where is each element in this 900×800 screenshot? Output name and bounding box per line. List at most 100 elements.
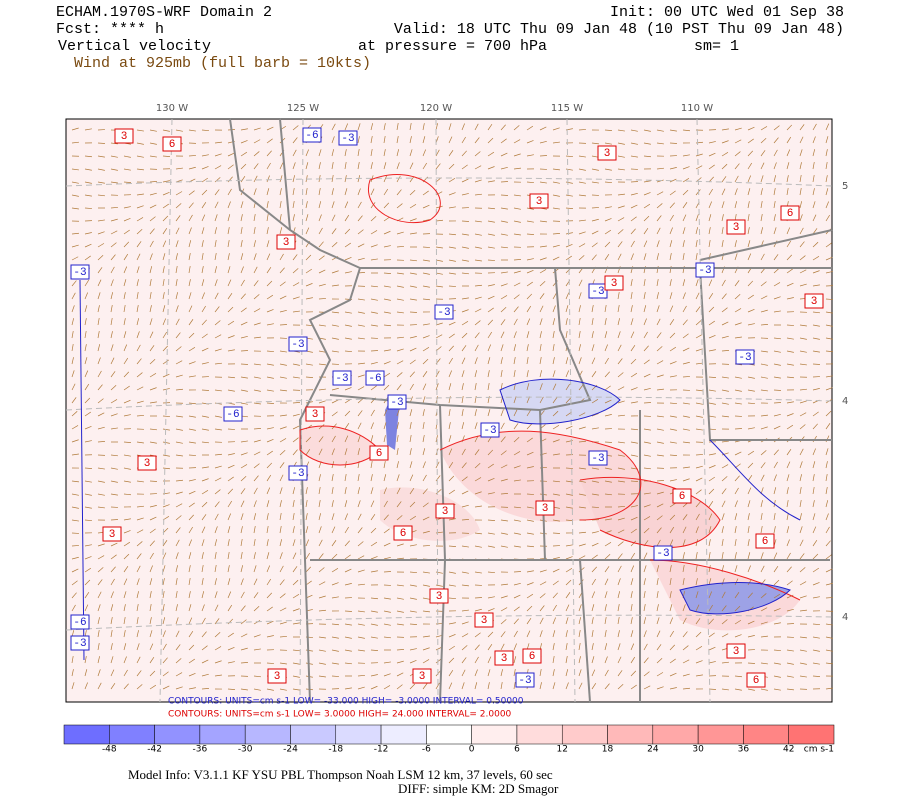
wind-barb — [201, 333, 208, 339]
wind-barb — [487, 220, 495, 223]
wind-barb — [565, 493, 573, 496]
init: Init: 00 UTC Wed 01 Sep 38 — [610, 4, 844, 21]
wind-barb — [656, 253, 659, 261]
wind-barb — [825, 448, 829, 456]
wind-barb — [422, 204, 430, 209]
wind-barb — [357, 474, 360, 482]
wind-barb — [71, 506, 79, 509]
wind-barb — [253, 376, 261, 379]
wind-barb — [266, 438, 274, 443]
wind-barb — [630, 505, 638, 508]
wind-barb — [721, 402, 729, 405]
wind-barb — [513, 282, 521, 287]
wind-barb — [188, 578, 191, 586]
wind-barb — [188, 361, 196, 365]
wind-barb — [71, 411, 78, 417]
wind-barb — [500, 207, 508, 210]
wind-barb — [643, 129, 651, 132]
wind-barb — [669, 644, 676, 651]
wind-barb — [370, 149, 373, 157]
wind-barb — [812, 662, 820, 665]
wind-barb — [721, 500, 726, 508]
wind-barb — [318, 214, 322, 222]
wind-barb — [136, 441, 144, 444]
wind-barb — [279, 438, 287, 443]
wind-barb — [162, 180, 170, 183]
wind-barb — [812, 487, 815, 495]
wind-barb — [162, 331, 167, 339]
wind-barb — [175, 527, 181, 534]
wind-barb — [513, 532, 521, 535]
wind-barb — [383, 461, 386, 469]
wind-barb — [682, 361, 690, 365]
wind-barb — [396, 597, 404, 600]
wind-barb — [331, 337, 339, 340]
wind-barb — [513, 331, 517, 339]
wind-barb — [630, 630, 634, 638]
wind-barb — [344, 228, 351, 235]
wind-barb — [123, 518, 131, 521]
wind-barb — [539, 682, 542, 690]
wind-barb — [292, 500, 295, 508]
wind-barb — [578, 255, 585, 261]
wind-barb — [84, 425, 92, 430]
wind-barb — [149, 155, 157, 158]
wind-barb — [279, 662, 287, 665]
wind-barb — [448, 163, 455, 170]
wind-barb — [747, 294, 754, 300]
wind-barb — [500, 306, 507, 313]
wind-barb — [266, 175, 270, 183]
wind-barb — [487, 233, 495, 236]
wind-barb — [565, 519, 573, 522]
wind-barb — [188, 479, 196, 482]
wind-barb — [175, 215, 181, 222]
wind-barb — [552, 127, 560, 131]
contour-label-box — [412, 668, 432, 684]
wind-barb — [227, 646, 235, 651]
wind-barb — [591, 207, 600, 209]
wind-barb — [162, 227, 168, 235]
wind-barb — [214, 320, 221, 326]
wind-barb — [240, 389, 248, 392]
wind-barb — [708, 176, 714, 183]
wind-barb — [825, 298, 834, 300]
wind-barb — [292, 175, 295, 183]
wind-barb — [565, 592, 571, 599]
contour-label: 3 — [109, 529, 116, 541]
wind-barb — [617, 168, 625, 171]
wind-barb — [617, 670, 623, 677]
wind-barb — [344, 188, 348, 196]
contour-label-box — [102, 526, 122, 542]
contour-label-box — [162, 136, 182, 152]
wind-barb — [344, 568, 352, 573]
wind-barb — [253, 526, 256, 534]
wind-barb — [188, 591, 191, 599]
wind-barb — [578, 357, 582, 365]
wind-barb — [97, 181, 105, 184]
wind-barb — [162, 318, 167, 326]
wind-barb — [84, 591, 90, 599]
wind-barb — [149, 565, 153, 573]
wind-barb — [656, 167, 664, 170]
wind-barb — [383, 673, 391, 677]
wind-barb — [318, 269, 326, 274]
wind-barb — [357, 386, 365, 391]
wind-barb — [149, 228, 155, 235]
wind-barb — [604, 371, 610, 378]
wind-barb — [318, 539, 323, 547]
wind-barb — [305, 254, 312, 261]
wind-barb — [240, 307, 247, 313]
wind-barb — [487, 180, 495, 183]
wind-barb — [643, 527, 650, 534]
wind-barb — [656, 129, 664, 132]
wind-barb — [409, 623, 418, 625]
wind-barb — [227, 389, 235, 392]
wind-barb — [487, 519, 496, 521]
wind-barb — [617, 205, 625, 209]
wind-barb — [695, 477, 703, 482]
wind-barb — [695, 334, 703, 339]
wind-barb — [643, 504, 651, 508]
wind-barb — [773, 688, 781, 691]
wind-barb — [760, 426, 768, 430]
wind-barb — [604, 617, 607, 625]
